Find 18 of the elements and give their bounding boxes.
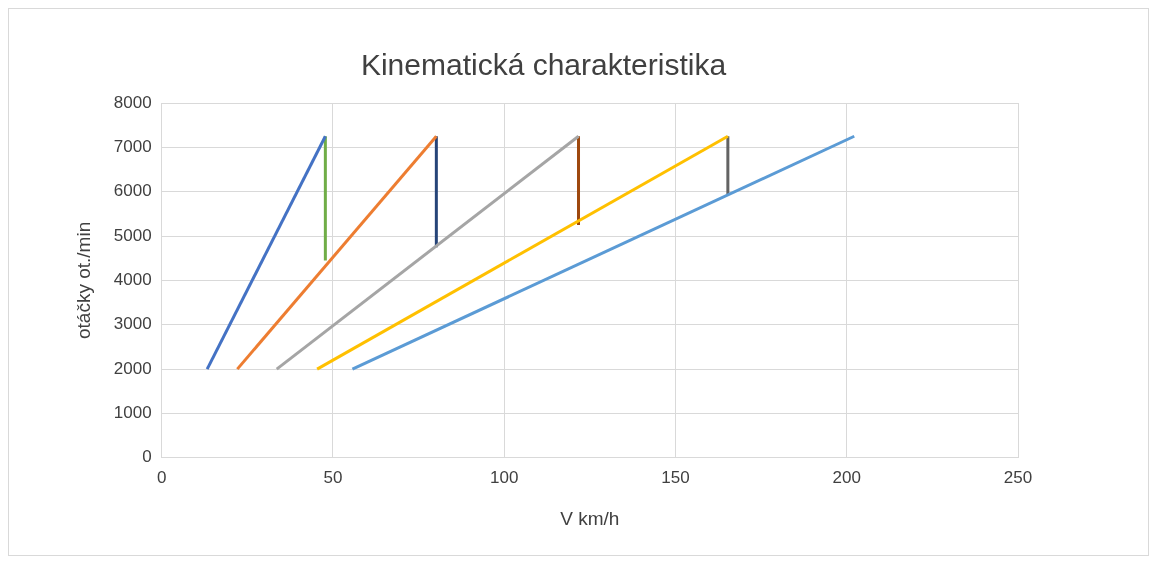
x-axis-title: V km/h	[560, 507, 620, 529]
y-tick-label: 4000	[113, 270, 152, 290]
y-axis-title: otáčky ot./min	[72, 221, 94, 340]
y-tick-label: 2000	[113, 358, 152, 378]
x-tick-label: 150	[661, 467, 690, 487]
x-tick-label: 100	[489, 467, 519, 487]
x-tick-label: 50	[323, 467, 343, 487]
y-tick-label: 6000	[113, 181, 152, 201]
y-tick-label: 5000	[113, 225, 152, 245]
x-tick-label: 200	[832, 467, 861, 487]
y-tick-label: 0	[142, 447, 152, 467]
y-tick-label: 8000	[113, 92, 152, 112]
y-tick-label: 3000	[113, 314, 152, 334]
x-tick-label: 250	[1003, 467, 1033, 487]
x-tick-label: 0	[156, 467, 167, 487]
y-tick-label: 1000	[113, 403, 152, 423]
y-tick-label: 7000	[113, 137, 152, 157]
chart-title: Kinematická charakteristika	[360, 48, 727, 82]
